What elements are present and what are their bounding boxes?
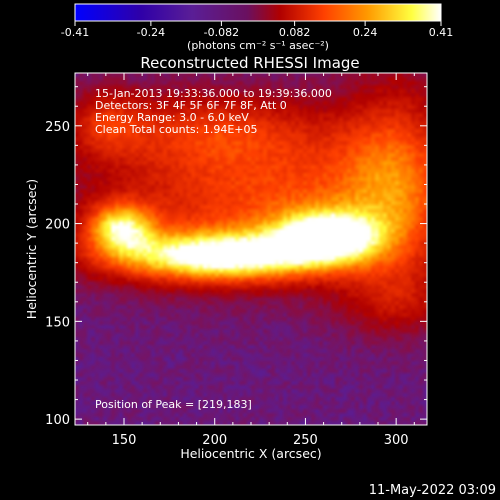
annotation-line: 15-Jan-2013 19:33:36.000 to 19:39:36.000 (95, 87, 332, 100)
x-tick-label: 250 (293, 433, 318, 448)
colorbar-tick-label: 0.082 (279, 26, 311, 39)
colorbar-unit-label: (photons cm⁻² s⁻¹ asec⁻²) (187, 39, 329, 52)
x-tick-label: 150 (112, 433, 137, 448)
axis-ticks: 150 200 250 300 100 150 200 250 (45, 73, 427, 448)
date-stamp: 11-May-2022 03:09 (369, 483, 496, 498)
colorbar-tick-label: -0.082 (204, 26, 239, 39)
annotation-line: Clean Total counts: 1.94E+05 (95, 123, 258, 136)
peak-position-label: Position of Peak = [219,183] (95, 398, 252, 411)
annotation-line: Detectors: 3F 4F 5F 6F 7F 8F, Att 0 (95, 99, 287, 112)
x-axis-title: Heliocentric X (arcsec) (180, 446, 321, 461)
y-tick-label: 100 (45, 413, 70, 428)
colorbar-tick-label: -0.41 (61, 26, 89, 39)
x-tick-label: 300 (384, 433, 409, 448)
heatmap-image (75, 73, 427, 425)
chart-title: Reconstructed RHESSI Image (140, 54, 359, 72)
y-tick-label: 150 (45, 315, 70, 330)
plot-area: 150 200 250 300 100 150 200 250 (45, 72, 428, 448)
colorbar: -0.41 -0.24 -0.082 0.082 0.24 0.41 (photons c… (61, 3, 453, 52)
x-tick-label: 200 (202, 433, 227, 448)
annotation-block: 15-Jan-2013 19:33:36.000 to 19:39:36.000… (95, 87, 332, 136)
colorbar-tick-label: -0.24 (137, 26, 165, 39)
colorbar-gradient (74, 3, 442, 22)
colorbar-ticks: -0.41 -0.24 -0.082 0.082 0.24 0.41 (61, 21, 453, 39)
y-axis-title: Heliocentric Y (arcsec) (24, 179, 39, 319)
annotation-line: Energy Range: 3.0 - 6.0 keV (95, 111, 249, 124)
y-tick-label: 250 (45, 120, 70, 135)
y-tick-label: 200 (45, 218, 70, 233)
colorbar-tick-label: 0.41 (429, 26, 454, 39)
colorbar-tick-label: 0.24 (353, 26, 378, 39)
